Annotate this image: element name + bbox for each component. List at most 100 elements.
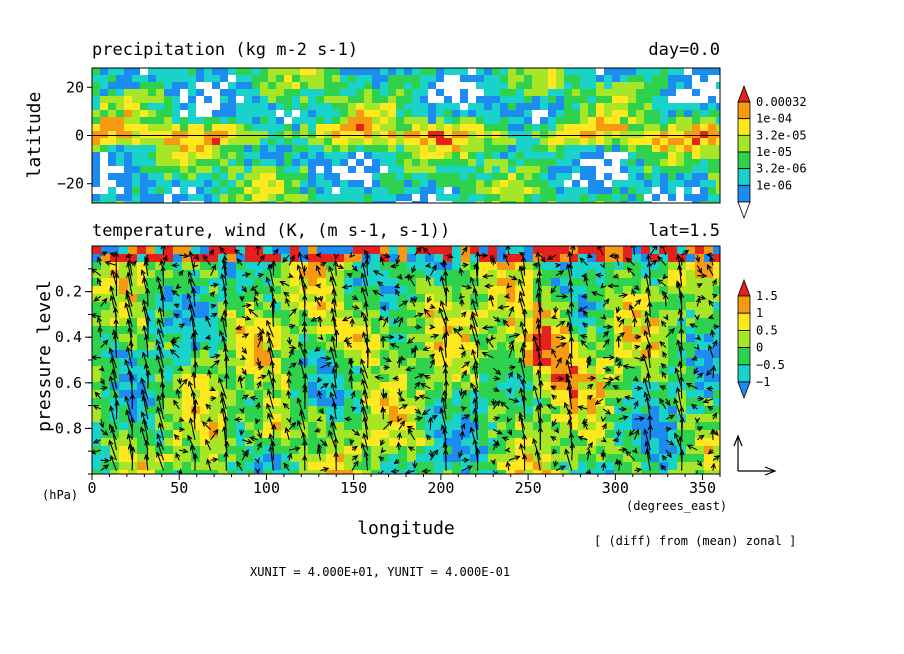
wind-arrow <box>124 358 133 379</box>
temperature-cell <box>119 462 129 471</box>
wind-arrow <box>111 368 117 389</box>
temperature-cell <box>146 326 156 335</box>
temperature-cell <box>641 374 651 383</box>
temperature-cell <box>326 254 336 263</box>
wind-arrow <box>580 293 588 299</box>
temperature-cell <box>317 454 327 463</box>
precip-cell <box>244 138 253 146</box>
precip-cell <box>556 194 565 202</box>
precip-cell <box>652 82 661 90</box>
temperature-cell <box>443 334 453 343</box>
temperature-cell <box>119 334 129 343</box>
temperature-cell <box>398 470 408 474</box>
wind-arrow <box>518 290 526 307</box>
precip-cell <box>716 68 720 76</box>
temperature-cell <box>587 342 597 351</box>
wind-arrow <box>472 397 479 420</box>
precip-cell <box>164 68 173 76</box>
wind-arrow <box>241 367 247 376</box>
temperature-cell <box>452 278 462 287</box>
precip-cell <box>388 131 397 139</box>
temperature-cell <box>452 430 462 439</box>
temperature-cell <box>596 446 606 455</box>
precip-cell <box>332 75 341 83</box>
wind-arrow <box>240 354 247 360</box>
wind-arrow <box>248 308 259 318</box>
precip-cell <box>308 110 317 118</box>
precip-cell <box>252 166 261 174</box>
temperature-cell <box>227 358 237 367</box>
temperature-cell <box>272 422 282 431</box>
wind-arrow <box>492 441 498 451</box>
temperature-cell <box>713 262 720 271</box>
precip-cell <box>300 68 309 76</box>
precip-cell <box>508 152 517 160</box>
wind-arrow <box>555 357 562 369</box>
precip-cell <box>396 117 405 125</box>
precip-cell <box>428 152 437 160</box>
colorbar-extend-min <box>737 381 751 400</box>
precip-cell <box>572 159 581 167</box>
temperature-cell <box>704 286 714 295</box>
precip-cell <box>124 145 133 153</box>
temperature-cell <box>605 430 615 439</box>
precip-cell <box>668 138 677 146</box>
temperature-cell <box>326 326 336 335</box>
temperature-cell <box>461 406 471 415</box>
temperature-cell <box>128 438 138 447</box>
precip-cell <box>668 110 677 118</box>
temperature-cell <box>587 310 597 319</box>
temperature-cell <box>164 254 174 263</box>
precip-cell <box>628 68 637 76</box>
precip-cell <box>596 194 605 202</box>
temperature-cell <box>569 438 579 447</box>
temperature-cell <box>641 414 651 423</box>
temperature-cell <box>290 382 300 391</box>
wind-arrow <box>460 350 466 358</box>
temperature-cell <box>101 374 111 383</box>
precip-cell <box>460 152 469 160</box>
precip-cell <box>212 180 221 188</box>
temperature-cell <box>191 470 201 474</box>
wind-arrow <box>286 377 292 389</box>
precip-cell <box>372 75 381 83</box>
temperature-cell <box>533 350 543 359</box>
wind-arrow <box>646 260 653 286</box>
precip-cell <box>116 96 125 104</box>
temperature-cell <box>713 422 720 431</box>
temperature-cell <box>713 366 720 375</box>
wind-arrow <box>140 269 149 287</box>
precip-cell <box>156 152 165 160</box>
wind-arrow <box>632 316 638 327</box>
precip-cell <box>604 75 613 83</box>
temperature-cell <box>551 470 561 474</box>
precip-cell <box>364 201 373 203</box>
temperature-cell <box>542 254 552 263</box>
precip-cell <box>156 145 165 153</box>
temperature-cell <box>308 302 318 311</box>
temperature-cell <box>542 414 552 423</box>
wind-arrow <box>372 270 384 277</box>
wind-arrow <box>393 458 400 465</box>
temperature-cell <box>623 382 633 391</box>
precip-cell <box>364 89 373 97</box>
precip-cell <box>468 180 477 188</box>
temperature-cell <box>587 446 597 455</box>
precip-cell <box>556 180 565 188</box>
temperature-cell <box>623 334 633 343</box>
precip-cell <box>452 138 461 146</box>
temperature-cell <box>560 358 570 367</box>
precip-cell <box>412 96 421 104</box>
temperature-cell <box>335 382 345 391</box>
temperature-cell <box>200 406 210 415</box>
wind-arrow <box>508 305 514 317</box>
temperature-cell <box>515 382 525 391</box>
temperature-cell <box>254 350 264 359</box>
precip-cell <box>604 82 613 90</box>
temperature-cell <box>488 310 498 319</box>
temperature-cell <box>335 398 345 407</box>
precip-cell <box>412 180 421 188</box>
temperature-cell <box>281 286 291 295</box>
temperature-cell <box>695 326 705 335</box>
bottom-y-tick-label: 0.4 <box>55 328 82 346</box>
